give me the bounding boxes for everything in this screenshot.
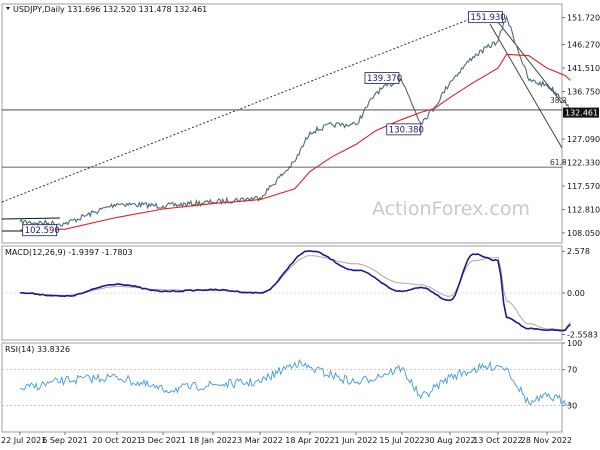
annotation-label-2: 130.380 xyxy=(389,125,424,135)
price-ytick-label-7: 117.570 xyxy=(567,182,600,191)
price-title: USDJPY,Daily 131.696 132.520 131.478 132… xyxy=(13,5,207,14)
watermark: ActionForex.com xyxy=(372,198,530,220)
xtick-label-5: 3 Mar 2022 xyxy=(237,436,283,445)
last-price-label: 132.461 xyxy=(565,109,598,118)
price-ytick-label-1: 146.270 xyxy=(567,41,600,50)
price-panel-frame xyxy=(1,3,563,244)
macd-ytick-label-2: -2.5583 xyxy=(567,330,598,339)
rsi-title: RSI(14) 33.8326 xyxy=(5,345,70,354)
xtick-label-6: 18 Apr 2022 xyxy=(285,436,334,445)
xtick-label-11: 28 Nov 2022 xyxy=(521,436,572,445)
price-ytick-label-2: 141.510 xyxy=(567,64,600,73)
rsi-panel-frame xyxy=(1,342,563,433)
rsi-ytick-label-2: 30 xyxy=(567,401,577,410)
fib-label-1: 61.8 xyxy=(550,158,567,167)
xtick-label-2: 20 Oct 2021 xyxy=(92,436,141,445)
annotation-box-3 xyxy=(22,224,58,237)
title-dropdown-icon xyxy=(6,7,10,10)
xtick-label-0: 22 Jul 2021 xyxy=(1,436,46,445)
annotation-label-1: 139.370 xyxy=(367,74,402,84)
annotation-box-1 xyxy=(364,72,400,84)
xtick-label-1: 6 Sep 2021 xyxy=(42,436,88,445)
last-price-box xyxy=(563,107,599,118)
price-ytick-label-0: 151.720 xyxy=(567,14,600,23)
macd-title: MACD(12,26,9) -1.9397 -1.7803 xyxy=(5,248,133,257)
macd-signal-line xyxy=(19,255,571,330)
xtick-label-3: 3 Dec 2021 xyxy=(140,436,186,445)
price-ytick-label-3: 136.750 xyxy=(567,87,600,96)
fib-label-0: 38.2 xyxy=(550,96,567,105)
price-ytick-label-5: 127.090 xyxy=(567,135,600,144)
xtick-label-7: 1 Jun 2022 xyxy=(334,436,377,445)
channel-lower-line xyxy=(489,23,563,149)
price-ytick-label-8: 112.810 xyxy=(567,205,600,214)
annotation-label-3: 102.590 xyxy=(25,226,60,236)
price-ytick-label-9: 108.050 xyxy=(567,229,600,238)
annotation-box-2 xyxy=(386,123,422,136)
macd-ytick-label-0: 2.578 xyxy=(567,247,590,256)
macd-line xyxy=(19,250,571,332)
early-range-top-line xyxy=(1,217,61,220)
long-term-trend-line xyxy=(1,11,489,203)
xtick-label-4: 18 Jan 2022 xyxy=(189,436,237,445)
macd-ytick-label-1: 0.00 xyxy=(567,289,585,298)
rsi-ytick-label-0: 100 xyxy=(567,339,582,348)
channel-upper-line xyxy=(489,11,563,104)
price-line xyxy=(19,14,571,227)
xtick-label-9: 30 Aug 2022 xyxy=(424,436,475,445)
annotation-box-0 xyxy=(468,11,503,24)
rsi-ytick-label-1: 70 xyxy=(567,366,577,375)
annotation-label-0: 151.930 xyxy=(471,13,506,23)
xtick-label-10: 13 Oct 2022 xyxy=(473,436,522,445)
rsi-line xyxy=(19,358,571,406)
xtick-label-8: 15 Jul 2022 xyxy=(379,436,424,445)
price-ytick-label-6: 122.330 xyxy=(567,159,600,168)
